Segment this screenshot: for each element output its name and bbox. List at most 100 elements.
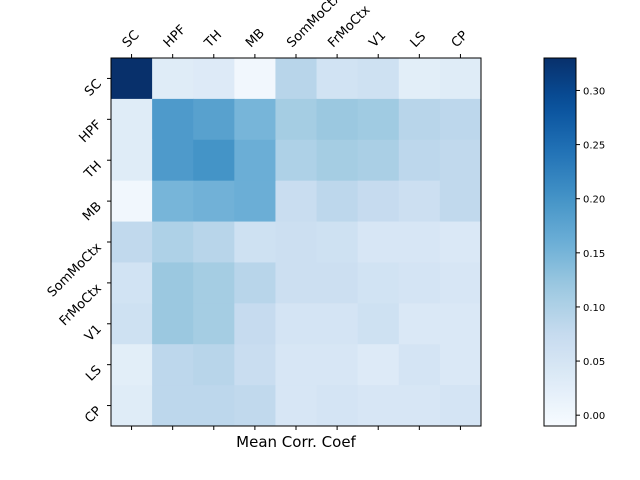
heatmap-cell — [439, 385, 482, 427]
heatmap-cell — [234, 98, 276, 141]
heatmap-cell — [439, 58, 482, 100]
heatmap-cell — [439, 303, 482, 345]
heatmap-cell — [357, 58, 400, 100]
heatmap-cell — [275, 221, 318, 263]
heatmap-cell — [152, 385, 194, 427]
heatmap-cell — [357, 262, 400, 304]
x-tick-label: LS — [408, 29, 430, 51]
heatmap-cell — [398, 139, 441, 182]
heatmap-cell — [111, 262, 153, 304]
heatmap-cell — [111, 303, 153, 345]
heatmap-cell — [111, 180, 153, 223]
heatmap-cell — [152, 303, 194, 345]
heatmap-cell — [111, 58, 153, 100]
heatmap-cell — [152, 221, 194, 263]
heatmap-cell — [193, 180, 235, 223]
heatmap-cell — [439, 139, 482, 182]
heatmap-cell — [275, 180, 318, 223]
colorbar-tick-label: 0.30 — [583, 86, 605, 97]
heatmap-cell — [398, 180, 441, 223]
heatmap-cell — [234, 58, 276, 100]
y-tick-label: SC — [82, 77, 105, 100]
heatmap-cell — [152, 58, 194, 100]
heatmap-cell — [111, 221, 153, 263]
heatmap-cell — [316, 385, 359, 427]
heatmap-cell — [398, 344, 441, 386]
heatmap-cells — [111, 58, 482, 427]
heatmap-cell — [316, 58, 359, 100]
heatmap-cell — [193, 58, 235, 100]
heatmap-cell — [439, 344, 482, 386]
heatmap-cell — [111, 98, 153, 141]
heatmap-cell — [357, 344, 400, 386]
heatmap-cell — [234, 262, 276, 304]
heatmap-cell — [234, 344, 276, 386]
y-tick-label: MB — [80, 199, 105, 224]
heatmap-cell — [398, 262, 441, 304]
colorbar-tick-label: 0.00 — [583, 411, 605, 422]
heatmap-cell — [398, 58, 441, 100]
colorbar-ticks: 0.00 0.05 0.10 0.15 0.20 0.25 0.30 — [576, 86, 605, 422]
heatmap-cell — [275, 385, 318, 427]
heatmap-cell — [275, 58, 318, 100]
heatmap-cell — [111, 385, 153, 427]
heatmap-cell — [357, 180, 400, 223]
heatmap-cell — [275, 139, 318, 182]
colorbar-tick-label: 0.10 — [583, 303, 605, 314]
colorbar-tick-label: 0.25 — [583, 141, 605, 152]
heatmap-cell — [275, 98, 318, 141]
colorbar — [543, 57, 577, 427]
heatmap-cell — [357, 221, 400, 263]
heatmap-cell — [193, 139, 235, 182]
heatmap-cell — [152, 139, 194, 182]
y-tick-label: LS — [83, 363, 105, 385]
heatmap-cell — [275, 344, 318, 386]
heatmap-cell — [316, 139, 359, 182]
heatmap-cell — [111, 139, 153, 182]
heatmap-cell — [234, 139, 276, 182]
heatmap-cell — [193, 221, 235, 263]
heatmap-cell — [193, 98, 235, 141]
x-tick-label: SC — [120, 28, 143, 51]
y-tick-label: CP — [82, 404, 105, 427]
heatmap-cell — [234, 385, 276, 427]
heatmap-cell — [316, 221, 359, 263]
colorbar-tick-label: 0.20 — [583, 195, 605, 206]
heatmap-cell — [398, 98, 441, 141]
heatmap-cell — [357, 303, 400, 345]
x-tick-label: TH — [201, 28, 225, 52]
heatmap-cell — [193, 385, 235, 427]
heatmap-cell — [398, 303, 441, 345]
heatmap-cell — [152, 98, 194, 141]
heatmap-cell — [193, 262, 235, 304]
heatmap-cell — [398, 385, 441, 427]
heatmap-cell — [439, 221, 482, 263]
y-tick-label: V1 — [82, 322, 105, 345]
heatmap-cell — [152, 344, 194, 386]
heatmap-cell — [234, 180, 276, 223]
heatmap-cell — [316, 262, 359, 304]
heatmap-cell — [316, 98, 359, 141]
heatmap-cell — [275, 303, 318, 345]
x-tick-label: CP — [449, 28, 472, 51]
heatmap-cell — [439, 180, 482, 223]
heatmap-cell — [357, 98, 400, 141]
heatmap-cell — [193, 344, 235, 386]
x-tick-label: V1 — [366, 28, 389, 51]
colorbar-tick-label: 0.05 — [583, 357, 605, 368]
heatmap-cell — [316, 180, 359, 223]
heatmap-cell — [316, 303, 359, 345]
heatmap-cell — [439, 262, 482, 304]
colorbar-tick-label: 0.15 — [583, 249, 605, 260]
heatmap-cell — [275, 262, 318, 304]
x-tick-label: HPF — [161, 22, 189, 50]
heatmap-cell — [234, 303, 276, 345]
heatmap-cell — [234, 221, 276, 263]
x-axis-label: Mean Corr. Coef — [236, 433, 356, 451]
heatmap-cell — [398, 221, 441, 263]
y-tick-label: TH — [81, 158, 105, 182]
y-tick-label: HPF — [76, 118, 104, 146]
heatmap-cell — [357, 139, 400, 182]
